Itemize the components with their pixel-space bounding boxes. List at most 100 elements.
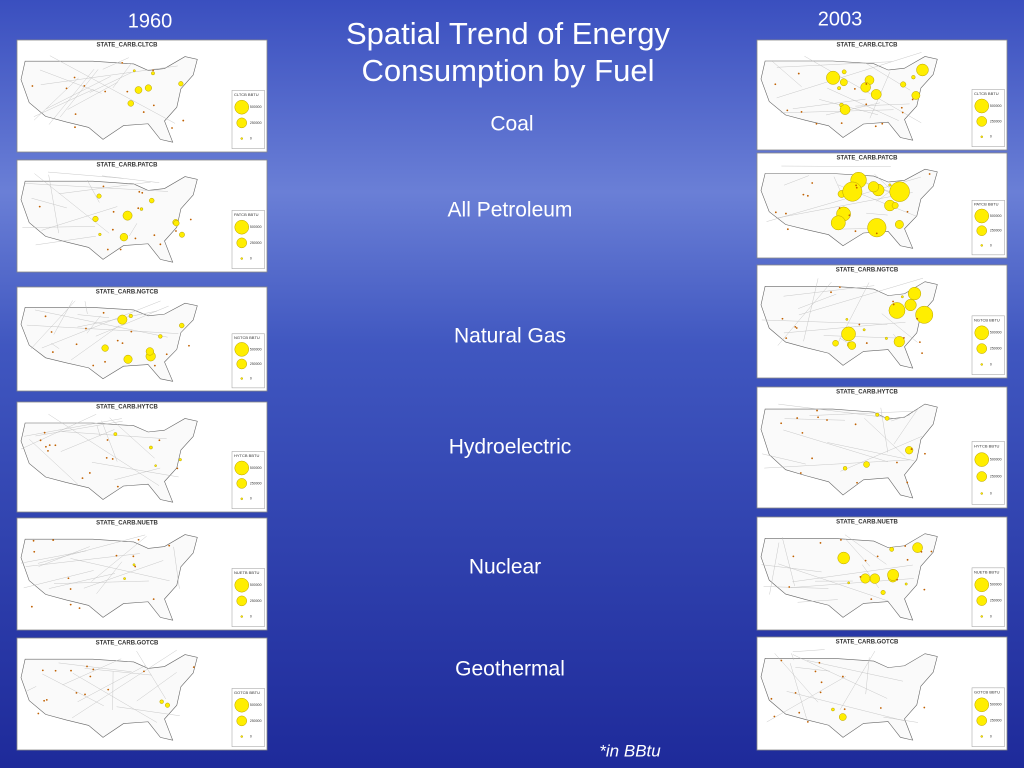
bubble: [120, 233, 128, 241]
dot: [924, 453, 926, 455]
dot: [794, 326, 796, 328]
bubble: [894, 336, 905, 347]
dot: [107, 249, 109, 251]
dot: [855, 185, 857, 187]
legend-circle: [975, 453, 989, 467]
dot: [807, 721, 809, 723]
legend-circle: [241, 736, 243, 738]
legend-value: 500000: [250, 225, 262, 229]
dot: [839, 286, 841, 288]
dot: [52, 351, 54, 353]
dot: [46, 699, 48, 701]
dot: [816, 123, 818, 125]
bubble: [833, 340, 839, 346]
legend-value: 0: [990, 362, 992, 366]
legend-circle: [235, 698, 249, 712]
dot: [120, 249, 122, 251]
legend-box: [972, 316, 1005, 375]
dot: [153, 104, 155, 106]
dot: [171, 127, 173, 129]
legend-box: [232, 688, 265, 746]
dot: [40, 439, 42, 441]
dot: [771, 698, 773, 700]
dot: [39, 206, 41, 208]
bubble: [124, 355, 132, 363]
legend-value: 500000: [990, 583, 1002, 587]
legend-value: 500000: [990, 104, 1002, 108]
bubble: [889, 302, 905, 318]
dot: [798, 73, 800, 75]
dot: [815, 671, 817, 673]
legend-circle: [237, 118, 247, 128]
dot: [773, 716, 775, 718]
legend-value: 250000: [990, 719, 1002, 723]
bubble: [179, 458, 182, 461]
dot: [122, 342, 124, 344]
dot: [821, 681, 823, 683]
title: Consumption by Fuel: [362, 53, 655, 88]
dot: [168, 545, 170, 547]
dot: [826, 419, 828, 421]
legend-circle: [237, 716, 247, 726]
title: Spatial Trend of Energy: [346, 16, 670, 51]
fuel-label: Coal: [490, 113, 533, 136]
dot: [137, 207, 139, 209]
dot: [902, 112, 904, 114]
bubble: [99, 233, 102, 236]
legend-circle: [235, 342, 249, 356]
bubble: [846, 318, 848, 320]
dot: [865, 560, 867, 562]
dot: [921, 352, 923, 354]
dot: [92, 669, 94, 671]
dot: [51, 331, 53, 333]
legend-box: [232, 452, 265, 509]
dot: [103, 312, 105, 314]
legend-circle: [977, 344, 987, 354]
legend-box: [232, 90, 265, 148]
dot: [866, 342, 868, 344]
legend-circle: [241, 138, 243, 140]
dot: [49, 444, 51, 446]
legend-value: 250000: [250, 599, 262, 603]
legend-circle: [975, 578, 989, 592]
bubble: [97, 194, 101, 198]
dot: [840, 539, 842, 541]
dot: [912, 99, 914, 101]
dot: [132, 555, 134, 557]
bubble: [133, 70, 135, 72]
dot: [103, 186, 105, 188]
legend-circle: [977, 472, 987, 482]
legend-title: NGTCB BBTU: [234, 335, 260, 340]
dot: [896, 579, 898, 581]
dot: [76, 692, 78, 694]
dot: [153, 598, 155, 600]
fuel-label: Geothermal: [455, 658, 565, 681]
dot: [923, 589, 925, 591]
legend-title: NUETB BBTU: [974, 569, 999, 574]
dot: [819, 662, 821, 664]
bubble: [885, 416, 889, 420]
bubble: [102, 345, 109, 352]
dot: [112, 458, 114, 460]
legend-circle: [235, 100, 249, 114]
dot: [47, 450, 49, 452]
map-title: STATE_CARB.NUETB: [836, 520, 898, 526]
dot: [138, 191, 140, 193]
bubble: [174, 220, 180, 226]
dot: [785, 213, 787, 215]
dot: [780, 660, 782, 662]
dot: [881, 123, 883, 125]
legend-circle: [975, 326, 989, 340]
legend-value: 0: [250, 376, 252, 380]
dot: [153, 234, 155, 236]
dot: [901, 107, 903, 109]
dot: [817, 416, 819, 418]
dot: [92, 365, 94, 367]
bubble: [837, 86, 840, 89]
dot: [802, 432, 804, 434]
dot: [33, 551, 35, 553]
dot: [860, 576, 862, 578]
